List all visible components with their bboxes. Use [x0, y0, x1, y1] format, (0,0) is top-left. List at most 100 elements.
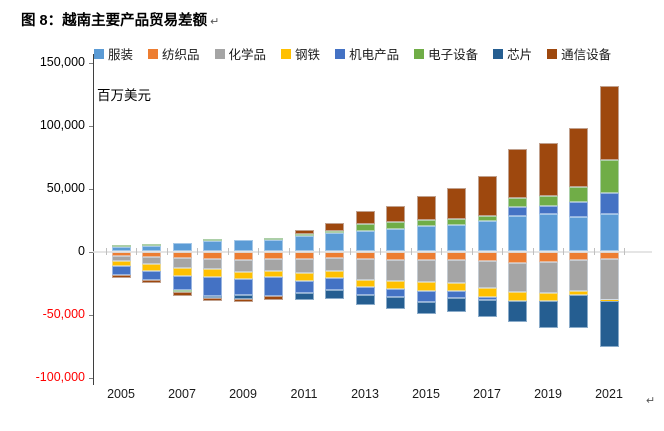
bar-segment-communication-equipment-2005 [111, 274, 131, 279]
bar-segment-electronic-equipment-2010 [264, 237, 283, 240]
bar-segment-electronic-equipment-2017 [477, 216, 497, 221]
x-axis-tick-mark [105, 248, 107, 255]
bar-segment-textiles-2008 [203, 251, 222, 259]
bar-segment-machinery-electrical-2010 [264, 276, 283, 296]
bar-segment-communication-equipment-2006 [142, 280, 161, 284]
x-axis-tick-mark [410, 248, 412, 255]
bar-segment-clothing-2005 [111, 247, 131, 252]
bar-segment-steel-2014 [386, 281, 405, 289]
bar-segment-communication-equipment-2008 [203, 297, 222, 302]
x-axis-tick-label: 2011 [290, 387, 318, 401]
legend-swatch-icon [335, 48, 346, 59]
bar-segment-chemicals-2018 [508, 263, 527, 292]
bar-segment-machinery-electrical-2013 [355, 286, 375, 295]
bar-segment-communication-equipment-2012 [325, 223, 344, 231]
y-axis-tick-mark [89, 125, 93, 127]
x-axis-tick-label: 2009 [229, 387, 257, 401]
bar-segment-electronic-equipment-2015 [416, 220, 436, 227]
legend-item-clothing: 服装 [94, 44, 133, 63]
bar-segment-machinery-electrical-2005 [111, 266, 131, 275]
bar-segment-steel-2009 [233, 271, 253, 280]
bar-segment-textiles-2018 [508, 251, 527, 264]
x-axis-tick-label: 2005 [107, 387, 135, 401]
bar-segment-communication-equipment-2009 [233, 299, 253, 302]
legend-swatch-icon [547, 48, 558, 59]
paragraph-mark-icon: ↵ [210, 16, 220, 28]
bar-segment-steel-2010 [264, 270, 283, 277]
bar-segment-chips-2016 [447, 297, 466, 313]
y-axis-tick-mark [89, 188, 93, 190]
bar-segment-steel-2012 [325, 270, 344, 278]
bar-segment-electronic-equipment-2014 [386, 222, 405, 229]
bar-segment-electronic-equipment-2006 [142, 243, 161, 247]
bar-segment-textiles-2011 [294, 251, 314, 259]
x-axis-tick-label: 2021 [595, 387, 623, 401]
bar-segment-textiles-2019 [538, 251, 558, 263]
bar-segment-electronic-equipment-2016 [447, 219, 466, 225]
bar-segment-clothing-2018 [508, 215, 527, 252]
bar-segment-steel-2008 [203, 268, 222, 277]
legend-label: 钢铁 [295, 48, 321, 62]
bar-segment-textiles-2010 [264, 251, 283, 260]
bar-segment-steel-2020 [569, 290, 588, 295]
legend-item-machinery-electrical: 机电产品 [335, 44, 399, 63]
x-axis-tick-label: 2013 [351, 387, 379, 401]
x-axis-tick-mark [197, 248, 199, 255]
bar-segment-clothing-2010 [264, 239, 283, 252]
bar-segment-clothing-2009 [233, 239, 253, 252]
bar-segment-electronic-equipment-2013 [355, 224, 375, 232]
x-axis-tick-mark [319, 248, 321, 255]
bar-segment-chemicals-2016 [447, 259, 466, 284]
y-axis-tick-label: 0 [78, 244, 85, 258]
x-axis-tick-mark [593, 248, 595, 255]
bar-segment-chips-2009 [233, 295, 253, 300]
bar-segment-electronic-equipment-2018 [508, 198, 527, 207]
bar-segment-communication-equipment-2011 [294, 229, 314, 235]
bar-segment-communication-equipment-2016 [447, 187, 466, 220]
x-axis-tick-mark [471, 248, 473, 255]
x-axis-tick-mark [349, 248, 351, 255]
y-axis-tick-label: 50,000 [46, 181, 85, 195]
bar-segment-machinery-electrical-2011 [294, 280, 314, 294]
legend-item-steel: 钢铁 [281, 44, 320, 63]
y-axis-tick-label: 100,000 [39, 118, 85, 132]
bar-segment-chemicals-2007 [172, 258, 192, 269]
bar-segment-clothing-2020 [569, 217, 588, 252]
bar-segment-chemicals-2005 [111, 255, 131, 262]
bar-segment-textiles-2013 [355, 251, 375, 259]
x-axis-tick-mark [227, 248, 229, 255]
bar-segment-clothing-2013 [355, 231, 375, 252]
bar-segment-clothing-2021 [599, 213, 619, 252]
bar-segment-electronic-equipment-2019 [538, 195, 558, 206]
bar-segment-steel-2005 [111, 261, 131, 267]
bar-segment-textiles-2014 [386, 251, 405, 260]
bar-segment-chemicals-2014 [386, 259, 405, 282]
legend-item-textiles: 纺织品 [148, 44, 200, 63]
bar-segment-communication-equipment-2021 [599, 86, 619, 160]
bar-segment-chips-2020 [569, 294, 588, 329]
legend-swatch-icon [493, 48, 504, 59]
bar-segment-chemicals-2013 [355, 258, 375, 280]
bar-segment-textiles-2012 [325, 251, 344, 258]
bar-segment-machinery-electrical-2015 [416, 291, 436, 303]
bar-segment-machinery-electrical-2021 [599, 192, 619, 214]
bar-segment-chemicals-2012 [325, 257, 344, 271]
bar-segment-steel-2007 [172, 268, 192, 277]
legend-item-chips: 芯片 [493, 44, 532, 63]
bar-segment-communication-equipment-2014 [386, 205, 405, 223]
bar-segment-chips-2019 [538, 300, 558, 328]
bar-segment-steel-2013 [355, 279, 375, 287]
bar-segment-electronic-equipment-2020 [569, 187, 588, 203]
bar-segment-clothing-2014 [386, 228, 405, 252]
bar-segment-machinery-electrical-2017 [477, 297, 497, 300]
bar-segment-chemicals-2010 [264, 259, 283, 271]
bar-segment-clothing-2008 [203, 240, 222, 252]
bar-segment-communication-equipment-2007 [172, 292, 192, 296]
legend-label: 芯片 [507, 48, 533, 62]
legend-swatch-icon [214, 48, 225, 59]
bar-segment-communication-equipment-2020 [569, 127, 588, 188]
bar-segment-chemicals-2009 [233, 259, 253, 272]
bar-segment-communication-equipment-2018 [508, 149, 527, 199]
x-axis-tick-mark [532, 248, 534, 255]
bar-segment-textiles-2005 [111, 251, 131, 256]
